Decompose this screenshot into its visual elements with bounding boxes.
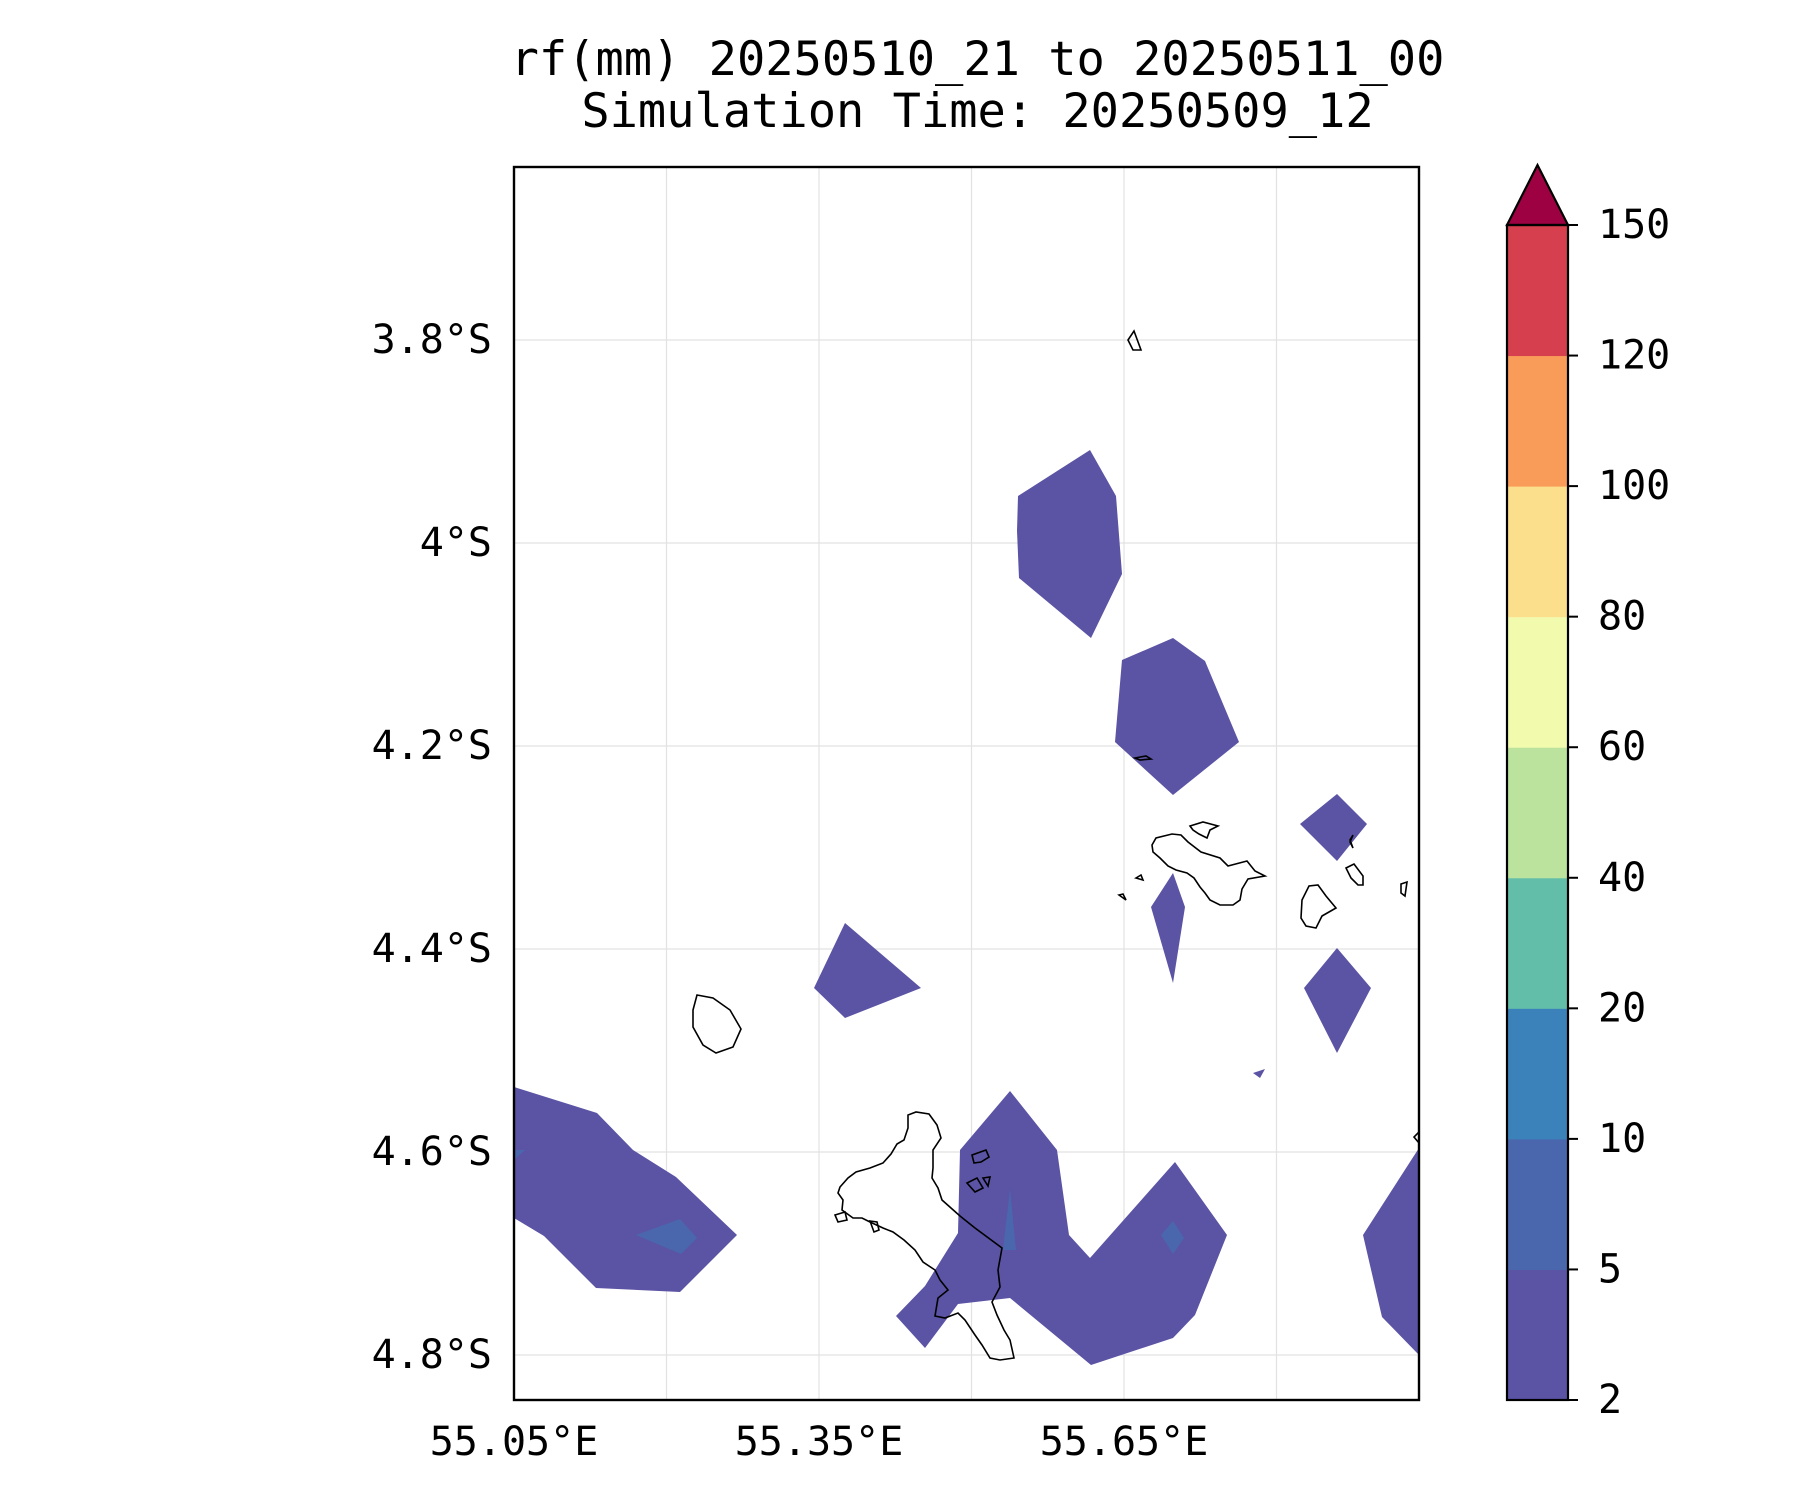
y-axis-ticks: 3.8°S 4°S 4.2°S 4.4°S 4.6°S 4.8°S (372, 317, 492, 1378)
coastlines (692, 329, 1419, 1361)
coastline-silhouette (692, 994, 742, 1054)
x-tick-label-2: 55.65°E (1040, 1419, 1209, 1465)
coastline-ste-anne-b (965, 1176, 985, 1193)
rain-area-5-10-b (1161, 1221, 1184, 1254)
rain-area-5-10-c (1003, 1189, 1016, 1250)
map-title-line1: rf(mm) 20250510_21 to 20250511_00 (510, 32, 1445, 87)
colorbar-label-3: 20 (1598, 985, 1646, 1031)
coastline-mahe (837, 1111, 1015, 1361)
coastline-ste-anne-a (971, 1148, 991, 1164)
x-tick-label-0: 55.05°E (430, 1419, 599, 1465)
colorbar-band-1 (1507, 1138, 1568, 1270)
coastline-marianne (1349, 834, 1354, 849)
coastline-ste-anne-c (981, 1176, 992, 1189)
rain-area-dot (1253, 1069, 1265, 1078)
rain-area-north (1017, 450, 1122, 638)
colorbar-band-2 (1507, 1008, 1568, 1140)
y-tick-label-2: 4.2°S (372, 723, 492, 769)
coastline-islet-a (1134, 873, 1145, 882)
colorbar-band-0 (1507, 1269, 1568, 1401)
colorbar-extend-triangle (1505, 162, 1570, 227)
coastline-la-digue (1300, 884, 1338, 929)
colorbar-band-4 (1507, 747, 1568, 879)
coastline-islet-b (1117, 893, 1127, 901)
x-tick-label-1: 55.35°E (735, 1419, 904, 1465)
colorbar-band-5 (1507, 616, 1568, 748)
coastline-islet-north (1127, 329, 1143, 351)
rain-area-5-10-d (514, 1150, 525, 1160)
coastline-praslin (1151, 833, 1268, 906)
y-tick-label-4: 4.6°S (372, 1129, 492, 1175)
colorbar: 2 5 10 20 40 60 80 100 120 150 (1505, 162, 1670, 1423)
coastline-curieuse (1188, 821, 1221, 840)
coastline-therese (833, 1210, 848, 1223)
colorbar-label-4: 40 (1598, 855, 1646, 901)
colorbar-label-1: 5 (1598, 1246, 1622, 1292)
x-axis-ticks: 55.05°E 55.35°E 55.65°E (430, 1419, 1209, 1465)
colorbar-label-5: 60 (1598, 724, 1646, 770)
y-tick-label-0: 3.8°S (372, 317, 492, 363)
rain-area-5-10-a (636, 1219, 697, 1254)
y-tick-label-3: 4.4°S (372, 926, 492, 972)
colorbar-label-6: 80 (1598, 594, 1646, 640)
colorbar-band-7 (1507, 355, 1568, 487)
colorbar-label-0: 2 (1598, 1377, 1622, 1423)
colorbar-band-3 (1507, 877, 1568, 1009)
coastline-islet-north-central (1132, 755, 1154, 761)
colorbar-frame (1505, 223, 1570, 1402)
colorbar-band-8 (1507, 225, 1568, 357)
colorbar-label-9: 150 (1598, 202, 1670, 248)
rain-area-south (896, 1091, 1227, 1365)
rain-area-central-west (814, 923, 921, 1018)
coastline-edge-islet (1412, 1130, 1419, 1145)
coastline-islet-c (1400, 880, 1408, 898)
map-frame (512, 165, 1421, 1402)
colorbar-label-8: 120 (1598, 333, 1670, 379)
y-tick-label-5: 4.8°S (372, 1332, 492, 1378)
coastline-felicite (1344, 862, 1364, 886)
rain-area-east-diamond (1304, 948, 1371, 1053)
colorbar-label-7: 100 (1598, 463, 1670, 509)
colorbar-label-2: 10 (1598, 1116, 1646, 1162)
rain-area-strip (1151, 873, 1185, 983)
map-title-line2: Simulation Time: 20250509_12 (581, 84, 1374, 139)
y-tick-label-1: 4°S (420, 520, 492, 566)
coastline-conception (868, 1220, 880, 1234)
rain-area-southeast (1363, 1148, 1419, 1355)
colorbar-band-6 (1507, 486, 1568, 618)
